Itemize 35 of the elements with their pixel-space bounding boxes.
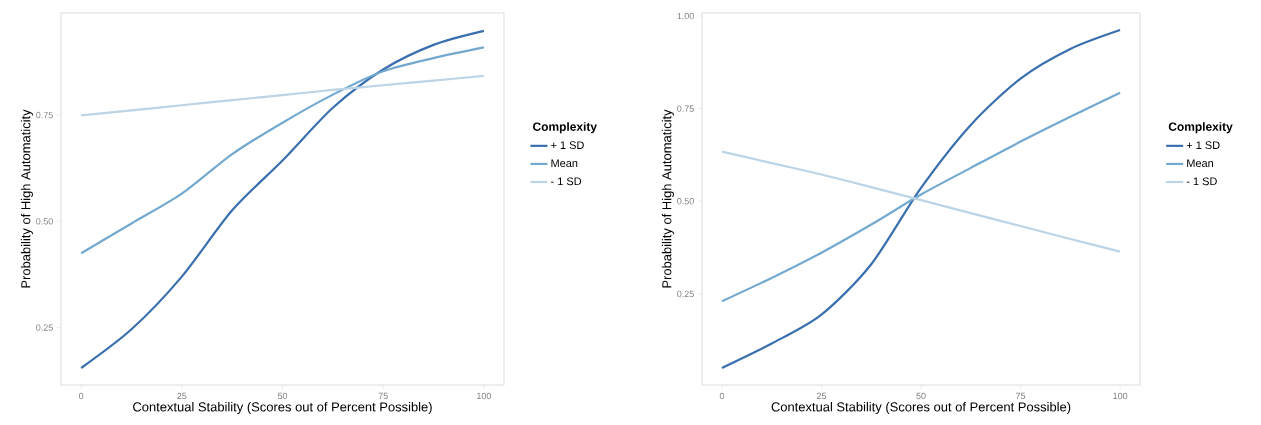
line-series	[80, 29, 485, 370]
x-axis-title: Contextual Stability (Scores out of Percent Possible)	[771, 401, 1071, 415]
line-series	[720, 28, 1122, 370]
x-tick-label: 0	[719, 392, 725, 400]
y-tick-label: 0.75	[677, 105, 694, 112]
x-tick-label: 75	[1016, 392, 1026, 400]
legend-label: Mean	[551, 159, 578, 168]
y-axis-title: Probability of High Automaticity	[661, 109, 674, 288]
y-tick-label: 0.50	[677, 198, 694, 205]
x-tick-label: 25	[177, 392, 187, 400]
x-tick-label: 100	[1113, 392, 1128, 400]
x-tick-label: 50	[277, 392, 288, 400]
y-tick-label: 0.25	[677, 290, 694, 298]
legend-label: Mean	[1187, 159, 1213, 168]
x-tick-label: 75	[378, 392, 388, 400]
y-tick-label: 0.75	[36, 111, 53, 119]
y-tick-label: 0.50	[36, 218, 53, 225]
legend-label: + 1 SD	[1186, 141, 1220, 150]
legend-label: - 1 SD	[551, 177, 582, 186]
y-tick-label: 1.00	[677, 12, 694, 20]
legend-label: - 1 SD	[1186, 177, 1217, 186]
y-tick-label: 0.25	[36, 324, 53, 331]
legend-label: + 1 SD	[551, 141, 584, 150]
x-tick-label: 0	[78, 392, 84, 400]
x-tick-label: 50	[916, 392, 926, 400]
y-axis-title: Probability of High Automaticity	[20, 109, 33, 288]
legend-title: Complexity	[1168, 122, 1233, 134]
line-series	[720, 91, 1122, 303]
line-series	[80, 74, 485, 117]
legend-title: Complexity	[533, 122, 597, 134]
line-series	[720, 150, 1122, 253]
x-tick-label: 25	[816, 392, 827, 400]
line-series	[80, 46, 485, 255]
x-tick-label: 100	[477, 392, 492, 400]
x-axis-title: Contextual Stability (Scores out of Percent Possible)	[133, 401, 432, 415]
